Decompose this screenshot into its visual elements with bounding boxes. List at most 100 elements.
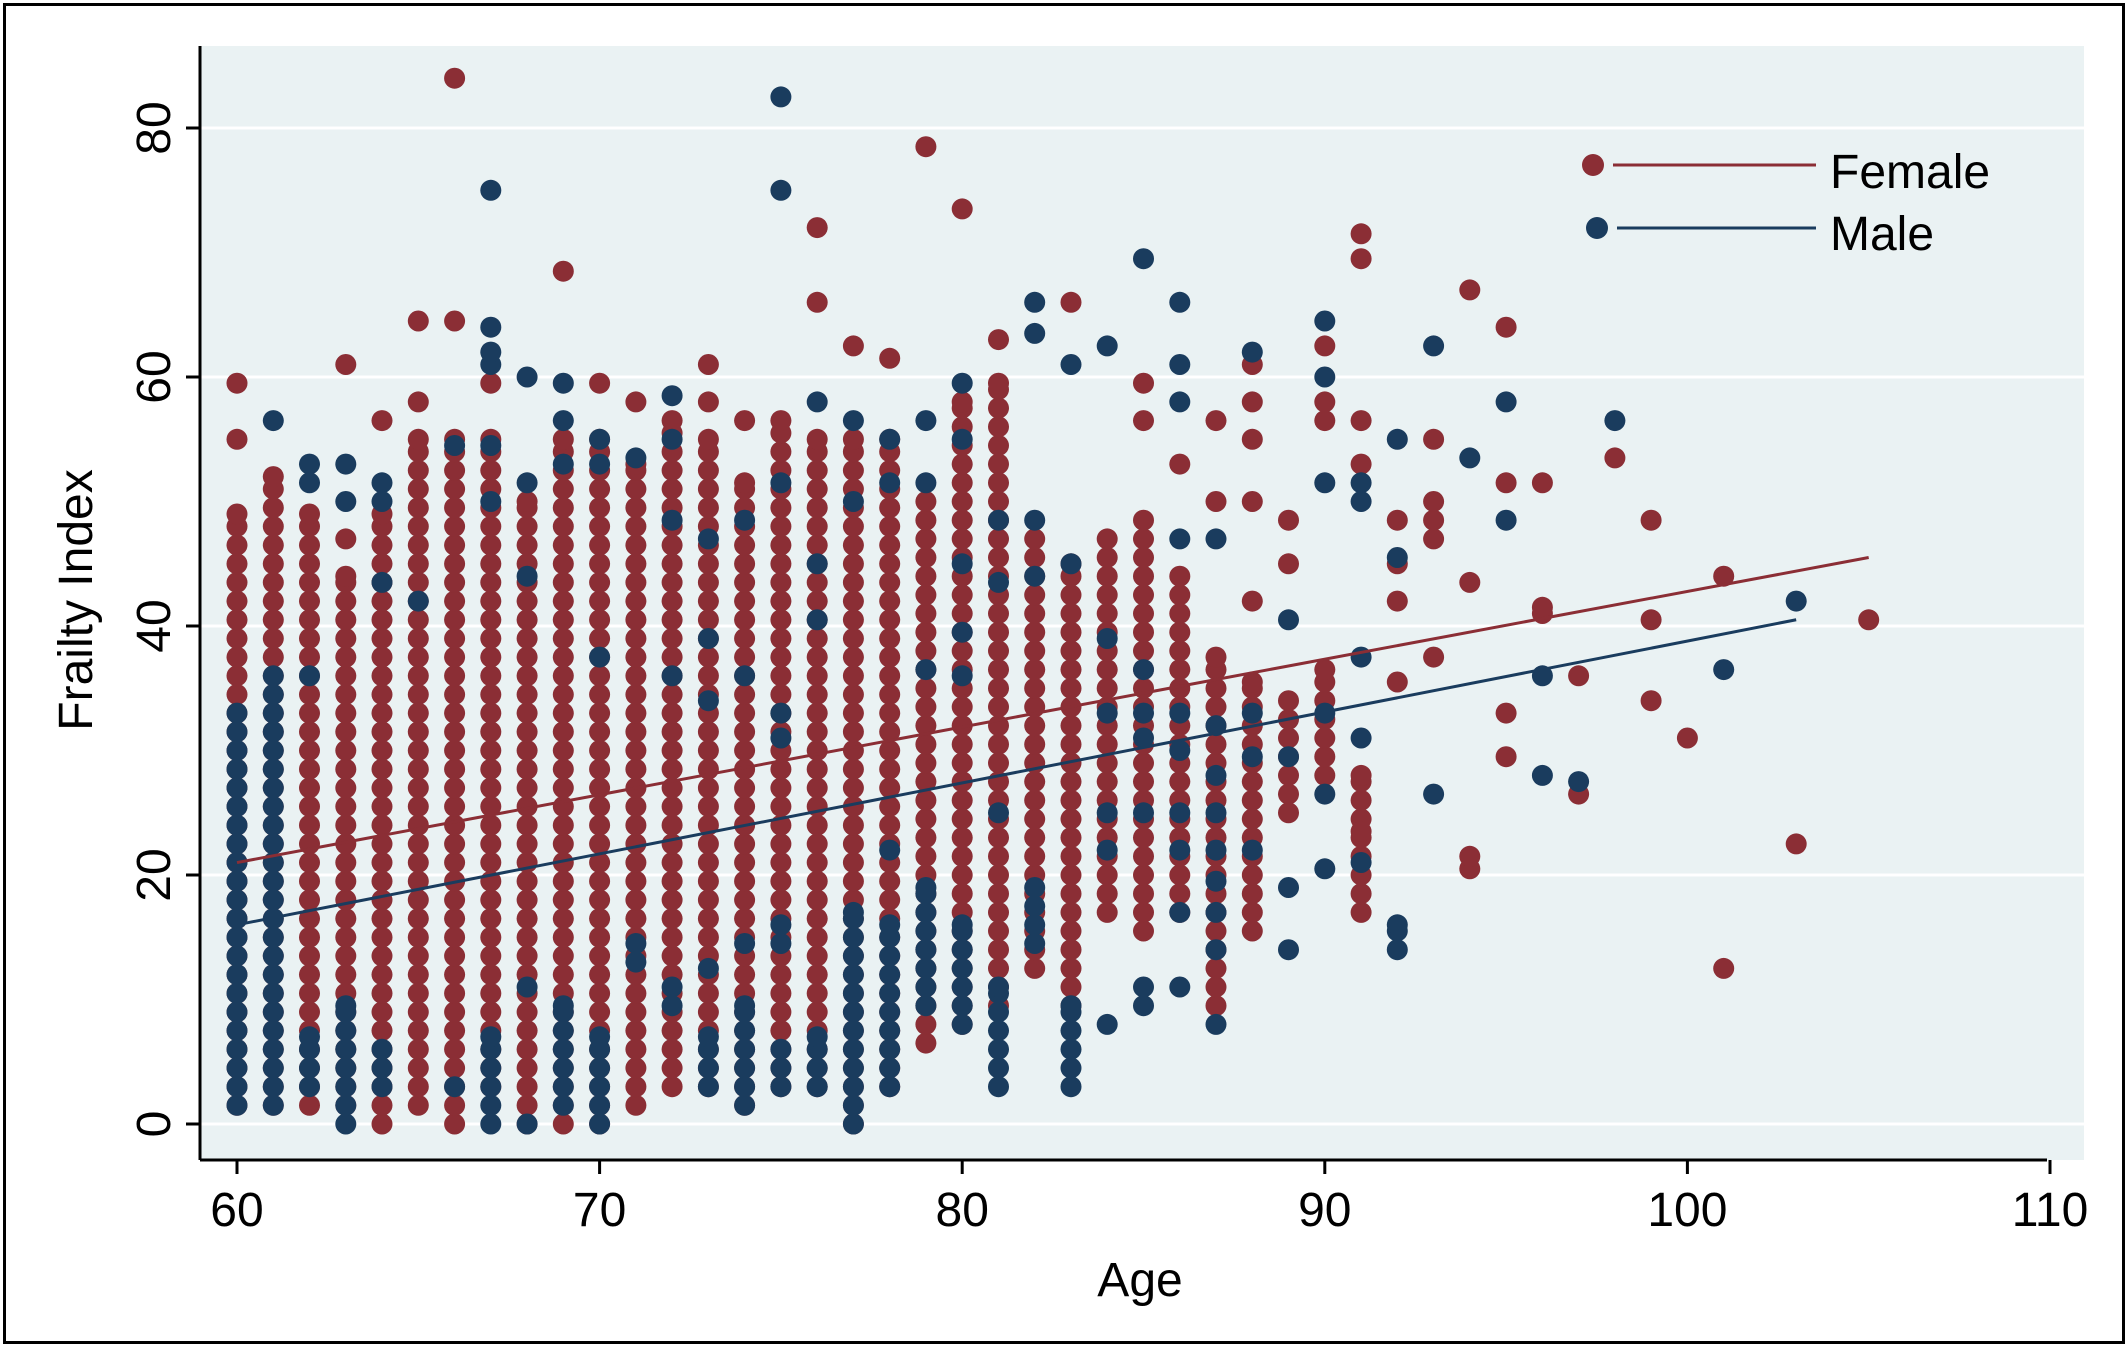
- point-female: [1169, 864, 1191, 886]
- point-female: [1060, 677, 1082, 699]
- point-female: [951, 640, 973, 662]
- point-male: [589, 1094, 611, 1116]
- point-female: [770, 497, 792, 519]
- point-female: [661, 628, 683, 649]
- point-female: [444, 1001, 466, 1023]
- point-female: [625, 1076, 647, 1098]
- point-male: [951, 976, 973, 998]
- point-female: [589, 553, 611, 575]
- point-male: [988, 1038, 1009, 1060]
- point-female: [1423, 491, 1445, 512]
- point-female: [806, 833, 828, 855]
- point-female: [1024, 677, 1046, 699]
- point-female: [806, 628, 828, 649]
- point-female: [552, 833, 574, 855]
- point-female: [806, 814, 828, 836]
- point-female: [407, 964, 429, 986]
- point-female: [444, 945, 466, 967]
- point-female: [371, 609, 393, 631]
- point-male: [226, 926, 248, 948]
- point-female: [697, 777, 719, 799]
- point-female: [407, 628, 429, 649]
- point-male: [988, 1057, 1009, 1079]
- point-female: [734, 870, 756, 892]
- point-female: [770, 870, 792, 892]
- point-female: [1133, 584, 1154, 606]
- point-male: [1350, 491, 1372, 512]
- data-points: [226, 67, 1880, 1135]
- point-female: [1169, 640, 1191, 662]
- point-male: [770, 472, 792, 494]
- point-female: [1024, 640, 1046, 662]
- point-female: [842, 721, 864, 743]
- point-female: [988, 752, 1009, 774]
- point-female: [444, 1094, 466, 1116]
- point-male: [1169, 702, 1191, 724]
- point-male: [1350, 472, 1372, 494]
- point-male: [770, 179, 792, 201]
- point-female: [516, 1057, 538, 1079]
- point-female: [734, 553, 756, 575]
- point-female: [407, 814, 429, 836]
- point-female: [299, 777, 320, 799]
- point-female: [879, 684, 901, 705]
- point-male: [1278, 609, 1299, 631]
- point-female: [335, 852, 357, 873]
- point-female: [444, 964, 466, 986]
- point-female: [480, 553, 502, 575]
- point-male: [1278, 939, 1299, 961]
- point-female: [988, 939, 1009, 961]
- point-male: [480, 491, 502, 512]
- point-female: [589, 982, 611, 1004]
- point-female: [480, 926, 502, 948]
- point-female: [480, 628, 502, 649]
- point-female: [806, 428, 828, 450]
- point-female: [988, 733, 1009, 755]
- point-female: [951, 198, 973, 220]
- point-female: [1133, 603, 1154, 624]
- point-female: [1096, 771, 1118, 793]
- point-female: [371, 945, 393, 967]
- point-male: [1024, 933, 1046, 954]
- point-male: [1169, 839, 1191, 861]
- point-female: [516, 740, 538, 761]
- point-female: [1024, 547, 1046, 568]
- point-female: [842, 609, 864, 631]
- point-female: [335, 646, 357, 668]
- point-male: [516, 976, 538, 998]
- point-female: [1604, 447, 1626, 469]
- point-female: [516, 777, 538, 799]
- point-male: [226, 1094, 248, 1116]
- point-female: [1423, 528, 1445, 550]
- point-female: [1133, 883, 1154, 905]
- point-female: [1241, 789, 1263, 811]
- point-male: [1060, 995, 1082, 1017]
- point-male: [806, 391, 828, 413]
- point-male: [1241, 702, 1263, 724]
- point-female: [988, 883, 1009, 905]
- point-female: [480, 459, 502, 481]
- point-female: [806, 945, 828, 967]
- point-female: [335, 628, 357, 649]
- point-female: [1386, 671, 1408, 693]
- point-female: [1096, 603, 1118, 624]
- point-female: [879, 740, 901, 761]
- point-female: [625, 852, 647, 873]
- point-female: [770, 833, 792, 855]
- point-female: [552, 964, 574, 986]
- point-female: [226, 590, 248, 612]
- point-female: [371, 852, 393, 873]
- point-female: [1060, 733, 1082, 755]
- point-female: [625, 391, 647, 413]
- point-female: [480, 796, 502, 817]
- point-male: [842, 491, 864, 512]
- point-female: [661, 478, 683, 500]
- point-male: [951, 428, 973, 450]
- point-male: [770, 86, 792, 108]
- point-female: [734, 646, 756, 668]
- point-female: [371, 702, 393, 724]
- point-female: [552, 870, 574, 892]
- point-male: [589, 1076, 611, 1098]
- axes: [186, 46, 2052, 1174]
- point-female: [988, 827, 1009, 849]
